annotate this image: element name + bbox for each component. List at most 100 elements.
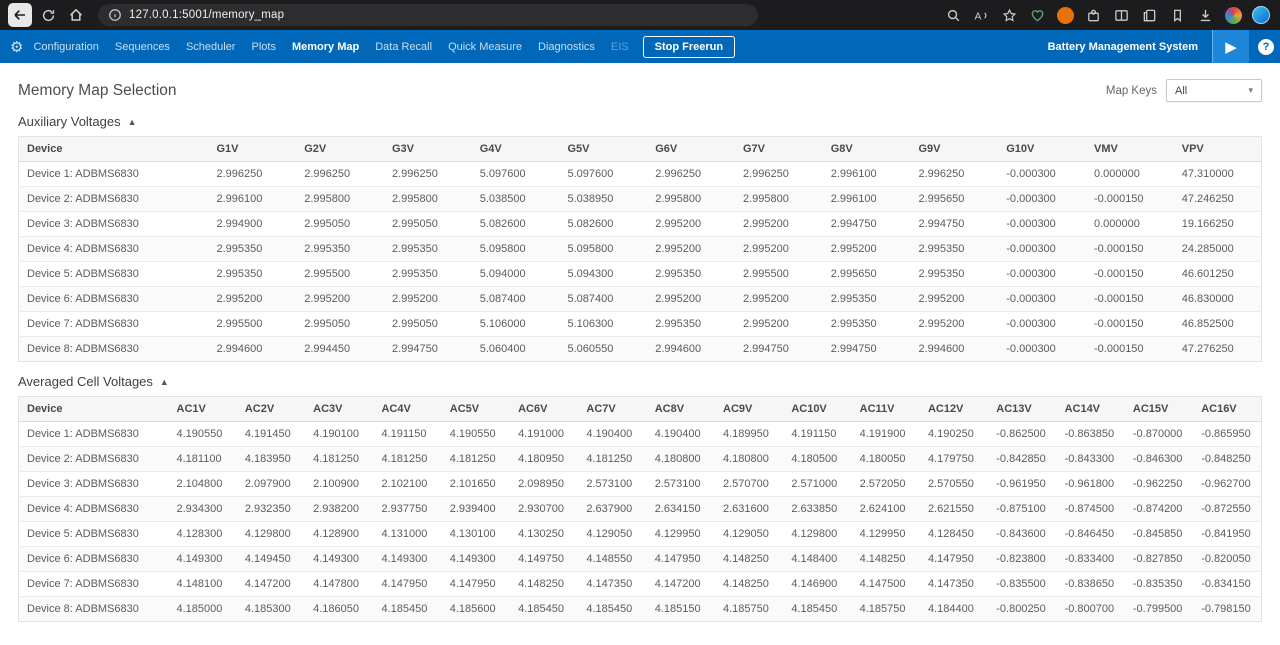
value-cell: 2.994750 xyxy=(822,211,911,237)
table-row: Device 8: ADBMS6830 4.185000 4.185300 4.186… xyxy=(18,596,1262,622)
home-button[interactable] xyxy=(64,3,88,27)
nav-item-memory-map[interactable]: Memory Map xyxy=(291,40,360,53)
value-cell: 2.995200 xyxy=(208,286,297,312)
split-screen-icon[interactable] xyxy=(1110,4,1132,26)
value-cell: 4.129800 xyxy=(783,521,852,547)
system-title: Battery Management System xyxy=(1047,40,1198,53)
value-cell: 4.148250 xyxy=(510,571,579,597)
value-cell: 4.185600 xyxy=(441,596,511,622)
value-cell: 4.181250 xyxy=(373,446,442,472)
favorites-star-icon[interactable] xyxy=(998,4,1020,26)
aux-collapse-icon[interactable]: ▲ xyxy=(127,116,137,127)
home-icon xyxy=(69,8,83,21)
copilot-icon[interactable] xyxy=(1250,4,1272,26)
column-header-ac1v: AC1V xyxy=(168,396,237,422)
acv-collapse-icon[interactable]: ▲ xyxy=(159,376,169,387)
value-cell: 2.995350 xyxy=(910,236,999,262)
nav-item-configuration[interactable]: Configuration xyxy=(33,40,99,53)
value-cell: 2.995800 xyxy=(735,186,823,212)
profile-avatar[interactable] xyxy=(1054,4,1076,26)
nav-item-quick-measure[interactable]: Quick Measure xyxy=(448,40,523,53)
value-cell: 2.994750 xyxy=(735,336,823,362)
column-header-vpv: VPV xyxy=(1173,136,1262,162)
value-cell: 2.995350 xyxy=(647,311,735,337)
value-cell: 2.996100 xyxy=(208,186,297,212)
value-cell: 2.634150 xyxy=(646,496,715,522)
value-cell: -0.000300 xyxy=(998,236,1086,262)
value-cell: -0.000150 xyxy=(1086,311,1174,337)
value-cell: 2.098950 xyxy=(510,471,579,497)
table-row: Device 2: ADBMS6830 4.181100 4.183950 4.181… xyxy=(18,446,1262,472)
value-cell: 4.181250 xyxy=(578,446,647,472)
value-cell: 4.185150 xyxy=(646,596,715,622)
value-cell: 2.937750 xyxy=(373,496,442,522)
value-cell: -0.961950 xyxy=(988,471,1057,497)
value-cell: 2.995200 xyxy=(647,236,735,262)
device-cell: Device 8: ADBMS6830 xyxy=(18,336,209,362)
value-cell: 4.148550 xyxy=(578,546,647,572)
value-cell: 2.994600 xyxy=(208,336,297,362)
value-cell: 4.180950 xyxy=(510,446,579,472)
collections-icon[interactable] xyxy=(1138,4,1160,26)
column-header-g7v: G7V xyxy=(735,136,823,162)
address-bar[interactable]: 127.0.0.1:5001/memory_map xyxy=(98,4,758,26)
value-cell: 4.129950 xyxy=(851,521,920,547)
nav-item-sequences[interactable]: Sequences xyxy=(114,40,170,53)
value-cell: -0.842850 xyxy=(988,446,1057,472)
run-play-button[interactable]: ▶ xyxy=(1212,30,1249,63)
value-cell: 2.994750 xyxy=(384,336,472,362)
value-cell: 2.995050 xyxy=(296,311,384,337)
value-cell: 5.094300 xyxy=(559,261,648,287)
value-cell: 4.189950 xyxy=(715,421,784,447)
extensions-icon[interactable] xyxy=(1082,4,1104,26)
favorites-bar-icon[interactable] xyxy=(1166,4,1188,26)
wallet-icon[interactable] xyxy=(1222,4,1244,26)
value-cell: 4.147800 xyxy=(305,571,374,597)
value-cell: 4.129950 xyxy=(646,521,715,547)
nav-item-data-recall[interactable]: Data Recall xyxy=(375,40,433,53)
value-cell: 4.147200 xyxy=(646,571,715,597)
value-cell: 2.995350 xyxy=(647,261,735,287)
value-cell: 2.996250 xyxy=(735,161,823,187)
downloads-icon[interactable] xyxy=(1194,4,1216,26)
device-cell: Device 3: ADBMS6830 xyxy=(18,471,169,497)
value-cell: 47.246250 xyxy=(1173,186,1262,212)
value-cell: -0.862500 xyxy=(988,421,1057,447)
settings-gear-icon[interactable]: ⚙ xyxy=(10,38,24,56)
value-cell: -0.820050 xyxy=(1193,546,1262,572)
value-cell: 2.995200 xyxy=(735,211,823,237)
value-cell: 4.180800 xyxy=(715,446,784,472)
table-row: Device 4: ADBMS6830 2.934300 2.932350 2.938… xyxy=(18,496,1262,522)
value-cell: 4.185750 xyxy=(851,596,920,622)
value-cell: -0.865950 xyxy=(1193,421,1262,447)
value-cell: 5.060400 xyxy=(471,336,560,362)
auxiliary-voltages-table: Device G1V G2V G3V G4V G5V G6V G7V G8V G9V G10V VMV… xyxy=(18,136,1262,362)
stop-freerun-button[interactable]: Stop Freerun xyxy=(642,35,736,58)
column-header-g1v: G1V xyxy=(208,136,297,162)
nav-item-diagnostics[interactable]: Diagnostics xyxy=(538,40,595,53)
read-aloud-icon[interactable]: A xyxy=(970,4,992,26)
value-cell: 2.104800 xyxy=(168,471,237,497)
site-info-icon[interactable] xyxy=(108,8,122,22)
value-cell: 2.995200 xyxy=(647,286,735,312)
value-cell: 2.994600 xyxy=(647,336,735,362)
nav-item-scheduler[interactable]: Scheduler xyxy=(185,40,236,53)
value-cell: 2.621550 xyxy=(919,496,989,522)
avatar xyxy=(1056,6,1074,24)
help-icon[interactable]: ? xyxy=(1258,38,1274,55)
value-cell: -0.874200 xyxy=(1124,496,1194,522)
nav-item-plots[interactable]: Plots xyxy=(251,40,276,53)
refresh-button[interactable] xyxy=(36,3,60,27)
value-cell: 2.996250 xyxy=(208,161,297,187)
device-cell: Device 8: ADBMS6830 xyxy=(18,596,169,622)
value-cell: 2.637900 xyxy=(578,496,647,522)
device-cell: Device 3: ADBMS6830 xyxy=(18,211,209,237)
value-cell: 2.572050 xyxy=(851,471,920,497)
browser-essentials-icon[interactable] xyxy=(1026,4,1048,26)
find-on-page-icon[interactable] xyxy=(942,4,964,26)
nav-item-eis[interactable]: EIS xyxy=(610,40,629,53)
value-cell: 4.185300 xyxy=(236,596,306,622)
back-button[interactable] xyxy=(8,3,32,27)
map-keys-dropdown[interactable]: All ▾ xyxy=(1166,79,1262,102)
value-cell: 2.996250 xyxy=(910,161,999,187)
